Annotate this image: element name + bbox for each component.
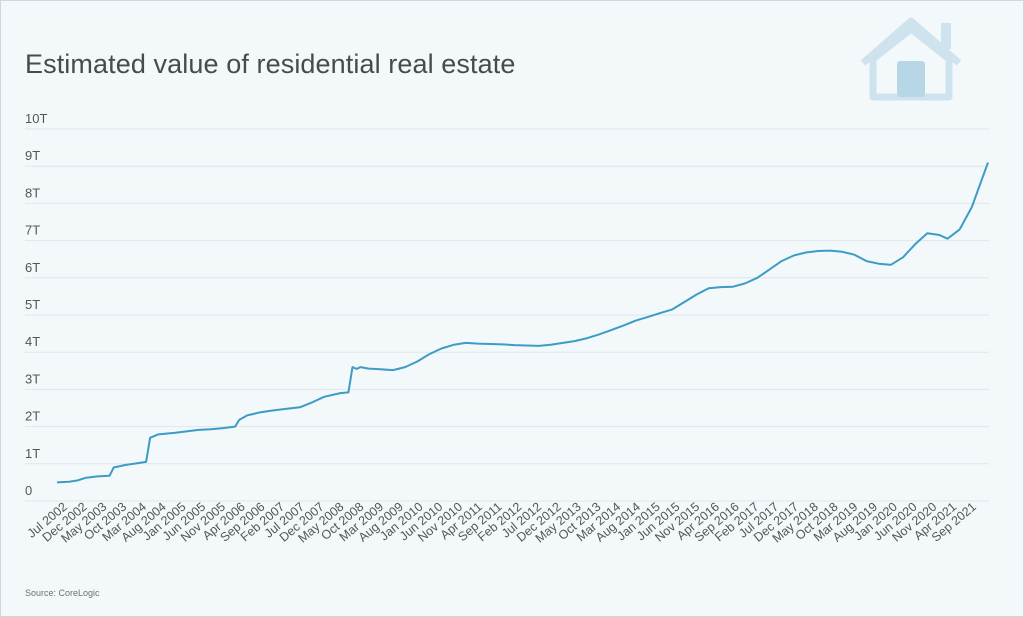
house-chimney xyxy=(941,23,951,49)
house-icon xyxy=(860,17,962,101)
source-note: Source: CoreLogic xyxy=(25,588,100,598)
y-tick-label: 8T xyxy=(25,185,40,200)
y-tick-label: 0 xyxy=(25,483,32,498)
y-axis-ticks: 0 1T 2T 3T 4T 5T 6T 7T 8T 9T 10T xyxy=(25,111,47,498)
y-tick-label: 9T xyxy=(25,148,40,163)
y-tick-label: 3T xyxy=(25,371,40,386)
y-tick-label: 4T xyxy=(25,334,40,349)
y-tick-label: 7T xyxy=(25,223,40,238)
series-line-0 xyxy=(56,162,989,484)
y-tick-label: 5T xyxy=(25,297,40,312)
y-tick-label: 6T xyxy=(25,260,40,275)
y-tick-label: 2T xyxy=(25,409,40,424)
house-roof xyxy=(860,17,962,66)
series-layer xyxy=(56,162,989,484)
grid-lines xyxy=(25,128,989,502)
y-tick-label: 1T xyxy=(25,446,40,461)
y-tick-label: 10T xyxy=(25,111,47,126)
chart-title: Estimated value of residential real esta… xyxy=(25,49,516,79)
house-window xyxy=(897,61,925,97)
